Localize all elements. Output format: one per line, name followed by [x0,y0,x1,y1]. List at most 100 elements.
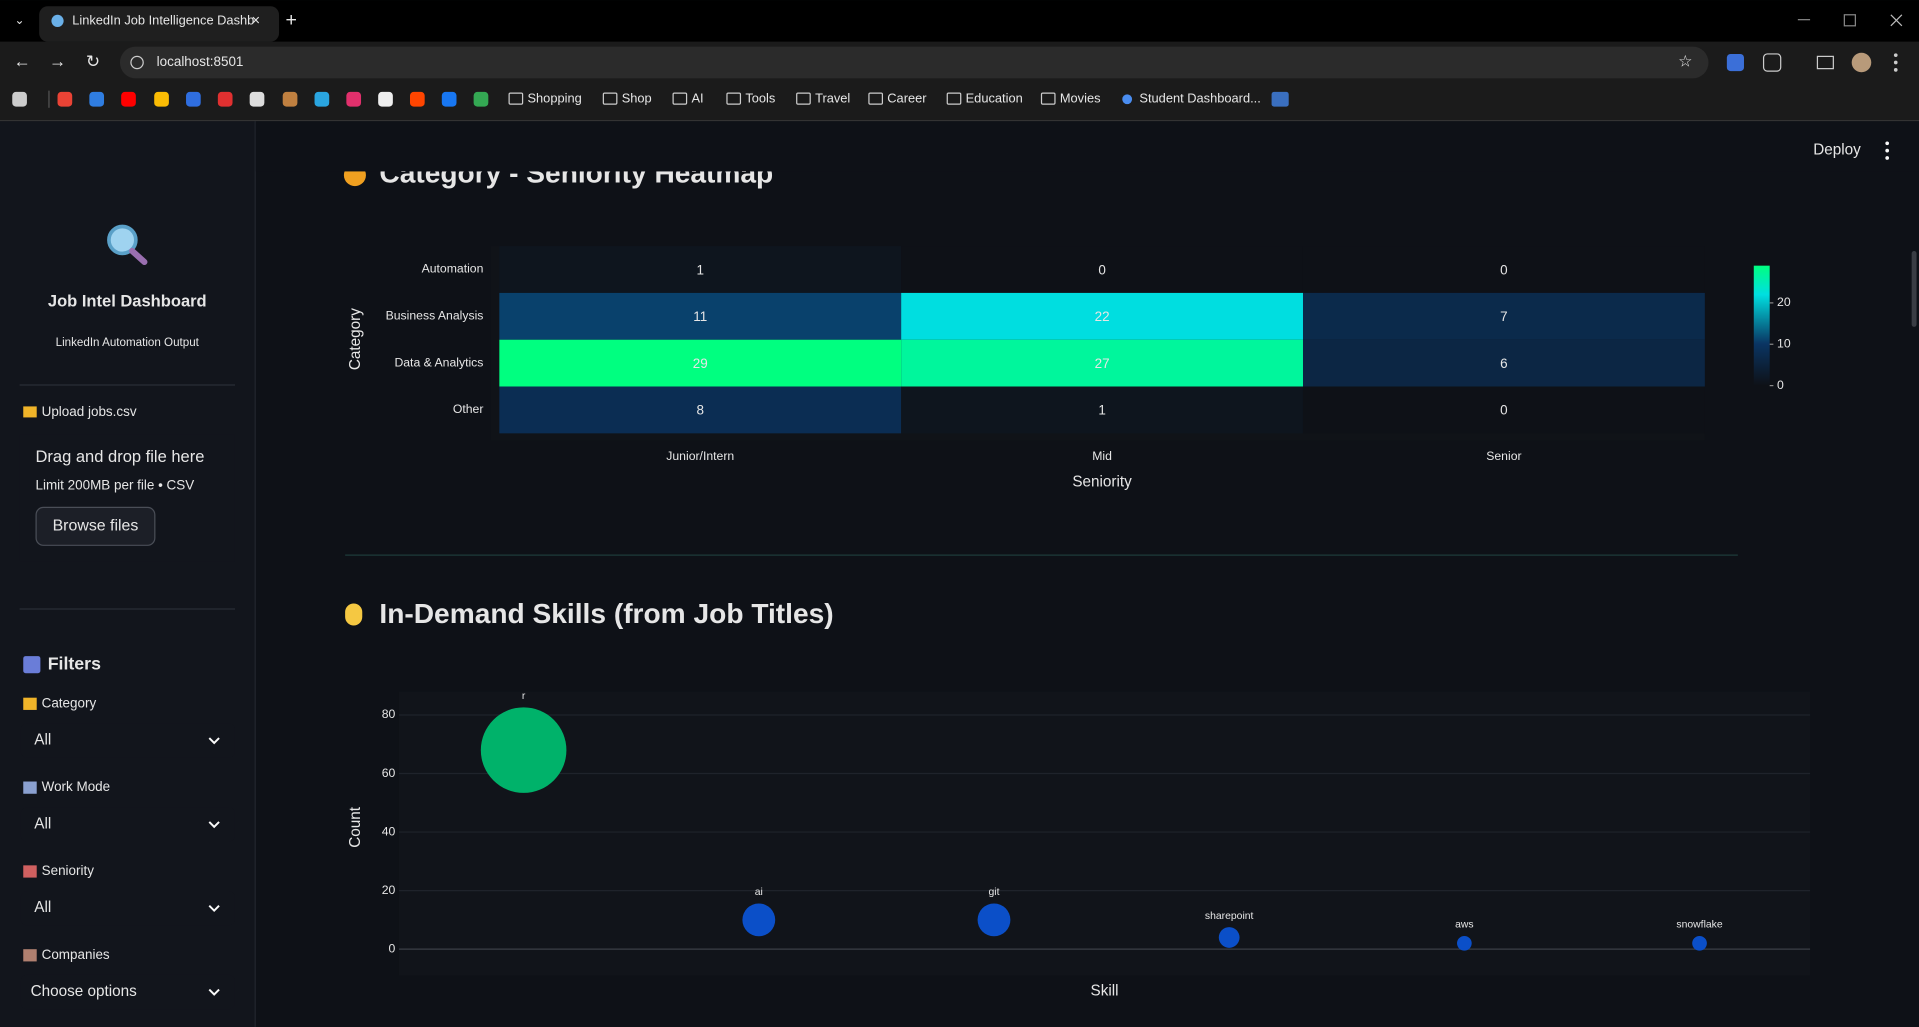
y-tick-label: 60 [382,766,396,780]
extension[interactable] [1726,53,1744,72]
bookmark-icon[interactable] [154,91,169,107]
bookmark-star[interactable]: ☆ [1678,54,1692,71]
heatmap-cell [499,386,902,434]
profile[interactable] [1851,52,1872,73]
bookmark-icon[interactable] [121,91,136,107]
tab-menu[interactable]: ⌄ [14,13,24,27]
chevron [208,988,220,996]
folder-icon [1040,92,1056,105]
bookmark[interactable]: Tools [745,91,775,106]
bookmark-icon[interactable] [89,91,105,107]
bookmark-icon[interactable] [186,91,201,107]
menu-dot[interactable] [1893,68,1898,72]
reload[interactable]: ↻ [86,51,100,71]
logo-handle [129,247,148,266]
bookmark-icon[interactable] [346,91,362,107]
forward[interactable]: → [49,51,66,71]
bookmark[interactable]: Travel [815,91,850,106]
bubble-label: snowflake [1676,920,1722,931]
cell-label: 0 [1500,262,1507,277]
menu-dot[interactable] [1893,60,1898,65]
cell-label: 0 [1098,262,1105,277]
bookmark[interactable]: Shopping [527,91,581,106]
filter-value: Choose options [31,983,138,1000]
filter-select[interactable] [20,807,235,842]
y-tick-label: 80 [382,707,396,721]
plot-area [398,691,1811,976]
new-tab[interactable]: + [286,9,297,31]
tab-close[interactable]: × [251,13,260,29]
heatmap-cell [901,386,1303,434]
filter-select[interactable] [20,723,235,758]
filter-label: Companies [42,947,110,962]
bookmark-icon[interactable] [217,91,233,107]
heatmap-cell [499,339,902,387]
cell-label: 29 [693,356,708,371]
cell-label: 27 [1095,356,1110,371]
column-label: Mid [1092,449,1112,463]
heatmap-cell [1302,339,1705,387]
filter-select[interactable] [20,891,235,926]
cell-label: 7 [1500,309,1507,324]
bookmark[interactable]: Movies [1060,91,1101,106]
y-tick-label: 20 [382,883,396,897]
bookmark-icon[interactable] [314,91,330,107]
chevron [208,737,220,745]
filter-value: All [34,732,51,749]
bookmark-icon[interactable] [57,91,73,107]
cell-label: 22 [1095,309,1110,324]
cell-label: 8 [697,403,704,418]
back[interactable]: ← [13,51,30,71]
sidebar [0,121,255,1027]
app-menu[interactable] [1885,148,1890,153]
deploy-button[interactable]: Deploy [1813,142,1861,159]
bookmark-icon[interactable] [473,91,489,107]
folder-icon [508,92,524,105]
row-label: Automation [422,262,484,276]
close-window[interactable] [1890,14,1903,27]
restore[interactable] [1843,14,1856,27]
row-label: Data & Analytics [394,355,483,369]
y-axis-title: Count [347,806,364,848]
filter-icon [23,697,37,710]
tab-strip [0,0,1919,42]
bookmark-icon[interactable] [249,91,265,107]
bookmark-icon[interactable] [1271,91,1289,107]
bookmark[interactable]: Student Dashboard... [1139,91,1260,106]
app-menu[interactable] [1885,141,1890,146]
bookmark-icon[interactable] [282,91,298,107]
bookmark[interactable]: Education [966,91,1023,106]
bubble [977,903,1011,937]
media[interactable] [1816,55,1834,70]
menu-dot[interactable] [1893,53,1898,58]
folder-icon [796,92,811,105]
bookmark-icon[interactable] [378,91,393,107]
app-menu[interactable] [1885,156,1890,160]
bookmark-icon[interactable] [12,91,27,107]
folder-icon [23,406,37,418]
cell-label: 11 [693,309,707,324]
bubble [742,903,776,937]
tab[interactable] [39,6,280,42]
bookmark-icon[interactable] [409,91,425,107]
bubble [1218,927,1240,948]
heatmap-cell [901,246,1303,293]
bookmark[interactable]: AI [691,91,703,106]
colorbar-tick-label: 20 [1777,295,1791,309]
bookmark[interactable]: Shop [622,91,652,106]
browse-button[interactable] [35,506,156,546]
filter-select[interactable] [20,974,235,1010]
x-axis-title: Seniority [1072,473,1132,490]
extensions[interactable] [1762,53,1782,72]
site-info[interactable] [130,55,144,70]
app-header [255,121,1919,172]
y-axis-title: Category [347,308,364,370]
address-bar[interactable] [119,46,1709,79]
filters-title: Filters [48,653,101,673]
filter-value: All [34,815,51,832]
bookmark[interactable]: Career [887,91,927,106]
bookmark-icon[interactable] [441,91,457,107]
bubble [480,707,567,793]
row-label: Other [453,402,484,416]
